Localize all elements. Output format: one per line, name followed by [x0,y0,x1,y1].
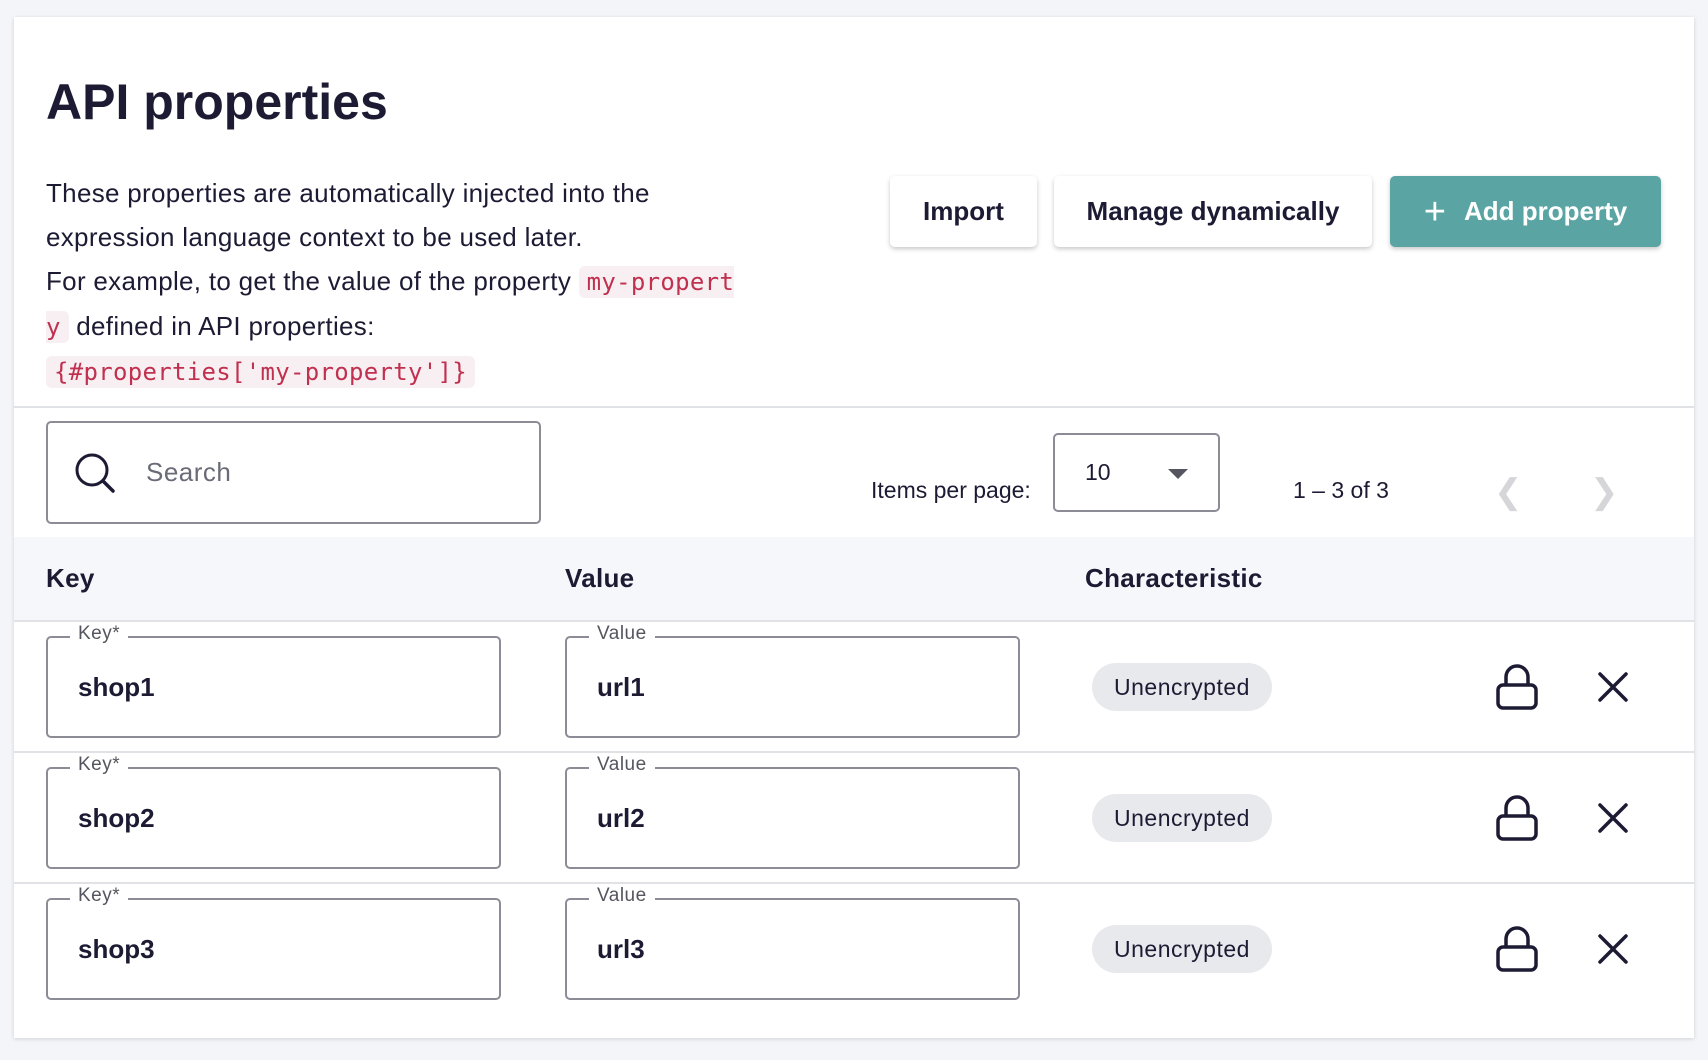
delete-button[interactable] [1588,793,1638,843]
table-row: Key* shop3 Value url3 Unencrypted [14,884,1694,1015]
pagination-range: 1 – 3 of 3 [1293,477,1389,503]
table-row: Key* shop1 Value url1 Unencrypted [14,622,1694,753]
previous-page-icon[interactable]: ❮ [1494,473,1523,511]
column-header-value: Value [565,563,635,593]
code-block: {#properties['my-property']} [46,356,475,388]
table-row: Key* shop2 Value url2 Unencrypted [14,753,1694,884]
characteristic-badge: Unencrypted [1092,663,1272,711]
description-text: defined in API properties: [76,311,375,341]
key-field-label: Key* [70,754,129,776]
value-field-label: Value [589,885,655,907]
key-field[interactable]: Key* shop3 [46,885,501,1000]
encrypt-button[interactable] [1492,662,1542,712]
key-value: shop2 [78,803,155,833]
value-field-label: Value [589,623,655,645]
page-title: API properties [46,74,388,130]
column-header-key: Key [46,563,95,593]
key-value: shop3 [78,934,155,964]
search-field[interactable] [46,421,541,524]
description-line-1: These properties are automatically injec… [46,178,650,252]
key-field-label: Key* [70,623,129,645]
import-button[interactable]: Import [890,176,1037,247]
close-icon [1598,803,1628,833]
api-properties-card: API properties These properties are auto… [14,17,1694,1038]
lock-icon [1496,795,1538,841]
value-value: url2 [597,803,645,833]
value-value: url1 [597,672,645,702]
items-per-page-value: 10 [1085,459,1111,485]
lock-icon [1496,664,1538,710]
add-property-label: Add property [1463,196,1628,226]
close-icon [1598,934,1628,964]
add-property-button[interactable]: + Add property [1390,176,1661,247]
delete-button[interactable] [1588,662,1638,712]
dropdown-caret-icon [1168,469,1188,479]
value-value: url3 [597,934,645,964]
column-header-characteristic: Characteristic [1085,563,1263,593]
key-value: shop1 [78,672,155,702]
lock-icon [1496,926,1538,972]
search-input[interactable] [146,457,486,488]
manage-dynamically-button[interactable]: Manage dynamically [1054,176,1372,247]
search-icon [75,453,115,493]
value-field-label: Value [589,754,655,776]
value-field[interactable]: Value url3 [565,885,1020,1000]
divider [14,406,1694,408]
key-field[interactable]: Key* shop1 [46,623,501,738]
key-field-label: Key* [70,885,129,907]
items-per-page-select[interactable]: 10 [1053,433,1220,512]
characteristic-badge: Unencrypted [1092,925,1272,973]
next-page-icon[interactable]: ❯ [1590,473,1619,511]
close-icon [1598,672,1628,702]
value-field[interactable]: Value url2 [565,754,1020,869]
key-field[interactable]: Key* shop2 [46,754,501,869]
plus-icon: + [1423,190,1446,233]
items-per-page-label: Items per page: [871,477,1031,503]
divider [14,620,1694,622]
encrypt-button[interactable] [1492,793,1542,843]
description: These properties are automatically injec… [46,171,746,394]
delete-button[interactable] [1588,924,1638,974]
value-field[interactable]: Value url1 [565,623,1020,738]
description-text: For example, to get the value of the pro… [46,266,572,296]
description-line-2: For example, to get the value of the pro… [46,259,746,349]
encrypt-button[interactable] [1492,924,1542,974]
characteristic-badge: Unencrypted [1092,794,1272,842]
table-header: Key Value Characteristic [14,537,1694,622]
